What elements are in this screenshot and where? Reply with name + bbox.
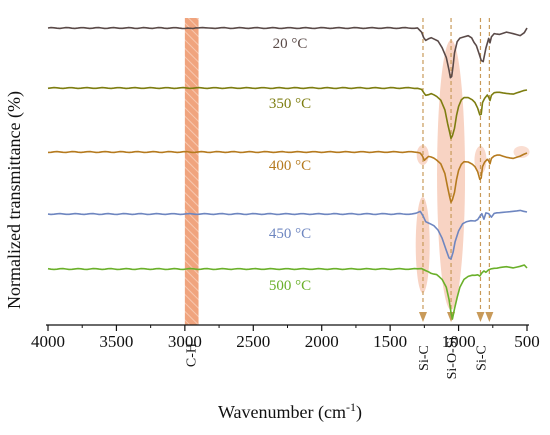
annotation-arrow — [476, 312, 485, 322]
x-axis: 4000 3500 3000 2500 2000 1500 1000 500 — [31, 324, 540, 351]
annotation-arrow — [485, 312, 494, 322]
x-axis-label: Wavenumber (cm-1) — [218, 400, 362, 423]
annotation-layer: C-H Si-C Si-O-Si Si-C — [185, 18, 494, 379]
series-line — [47, 86, 528, 140]
temperature-label: 20 °C — [273, 36, 308, 52]
highlight-layer — [415, 40, 530, 310]
x-tick-label: 3500 — [99, 332, 133, 351]
x-tick-label: 2000 — [305, 332, 339, 351]
x-tick-label: 1000 — [442, 332, 476, 351]
edge-highlight — [513, 146, 530, 158]
label-layer: Wavenumber (cm-1) Normalized transmittan… — [4, 91, 362, 423]
y-axis-label: Normalized transmittance (%) — [4, 91, 25, 309]
series-line — [47, 209, 528, 260]
series-line — [47, 264, 528, 320]
temperature-label: 450 °C — [269, 226, 311, 242]
x-tick-label: 2500 — [236, 332, 270, 351]
c-h-band — [184, 18, 199, 325]
series-line — [47, 26, 528, 79]
x-tick-label: 1500 — [373, 332, 407, 351]
annotation-label: C-H — [185, 343, 200, 367]
temperature-label: 400 °C — [269, 158, 311, 174]
temperature-label: 350 °C — [269, 96, 311, 112]
annotation-arrow — [418, 312, 427, 322]
x-tick-label: 500 — [514, 332, 540, 351]
annotation-label: Si-C — [474, 345, 489, 371]
annotation-label: Si-O-Si — [445, 337, 460, 380]
annotation-label: Si-C — [417, 345, 432, 371]
series-layer: 20 °C 350 °C 400 °C 450 °C 500 °C — [47, 26, 528, 320]
x-tick-label: 4000 — [31, 332, 65, 351]
x-tick-label: 3000 — [168, 332, 202, 351]
temperature-label: 500 °C — [269, 278, 311, 294]
series-line — [47, 150, 528, 204]
